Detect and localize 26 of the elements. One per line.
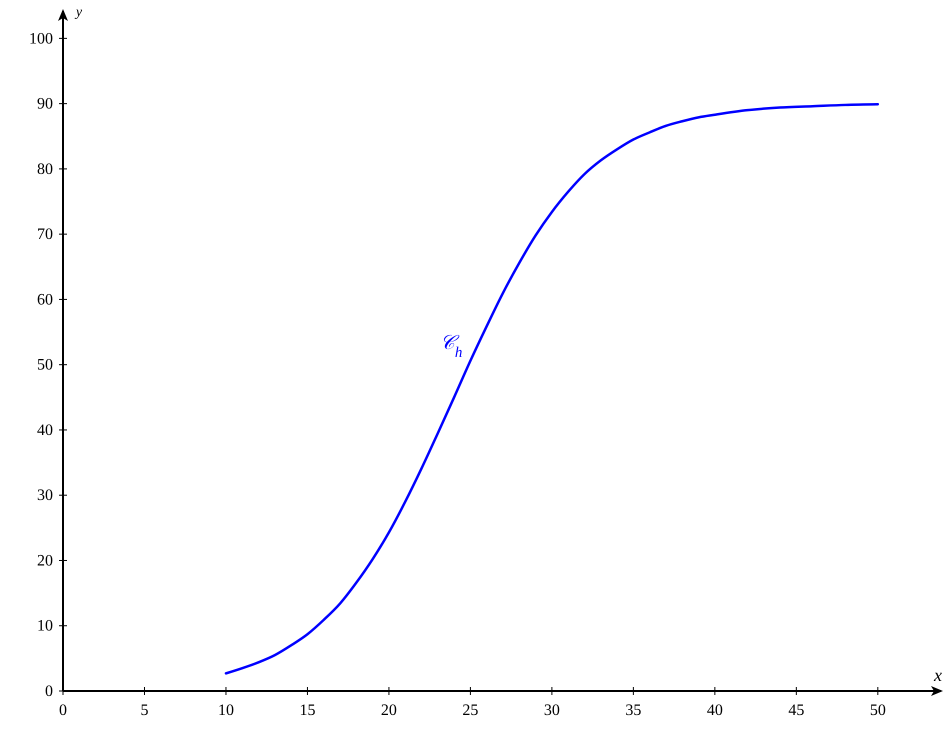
y-tick-label: 60 <box>37 291 53 308</box>
y-tick-label: 90 <box>37 96 53 113</box>
y-tick-label: 20 <box>37 552 53 570</box>
x-tick-label: 15 <box>299 702 316 719</box>
line-series <box>224 103 880 675</box>
y-tick-label: 10 <box>37 618 53 635</box>
y-tick-label: 50 <box>37 356 53 374</box>
x-tick-label: 40 <box>706 702 723 719</box>
x-tick-label: 20 <box>380 702 397 719</box>
x-tick-label: 35 <box>625 702 642 719</box>
y-tick-label: 100 <box>29 30 53 48</box>
x-tick-label: 30 <box>544 702 560 719</box>
y-tick-label: 70 <box>37 226 53 244</box>
y-axis-title: y <box>74 5 83 20</box>
series-label: 𝒞$_{h}$ <box>440 332 462 361</box>
y-tick-label: 0 <box>45 683 53 700</box>
x-tick-label: 0 <box>59 702 67 719</box>
y-tick-label: 30 <box>37 487 53 504</box>
y-tick-label: 40 <box>37 422 53 439</box>
x-axis-title: x <box>933 665 942 685</box>
x-tick-label: 45 <box>788 702 804 719</box>
y-tick-label: 80 <box>37 160 53 178</box>
x-tick-label: 10 <box>218 702 234 719</box>
x-tick-label: 5 <box>140 702 148 719</box>
x-tick-label: 50 <box>870 702 886 719</box>
x-tick-label: 25 <box>462 702 478 719</box>
